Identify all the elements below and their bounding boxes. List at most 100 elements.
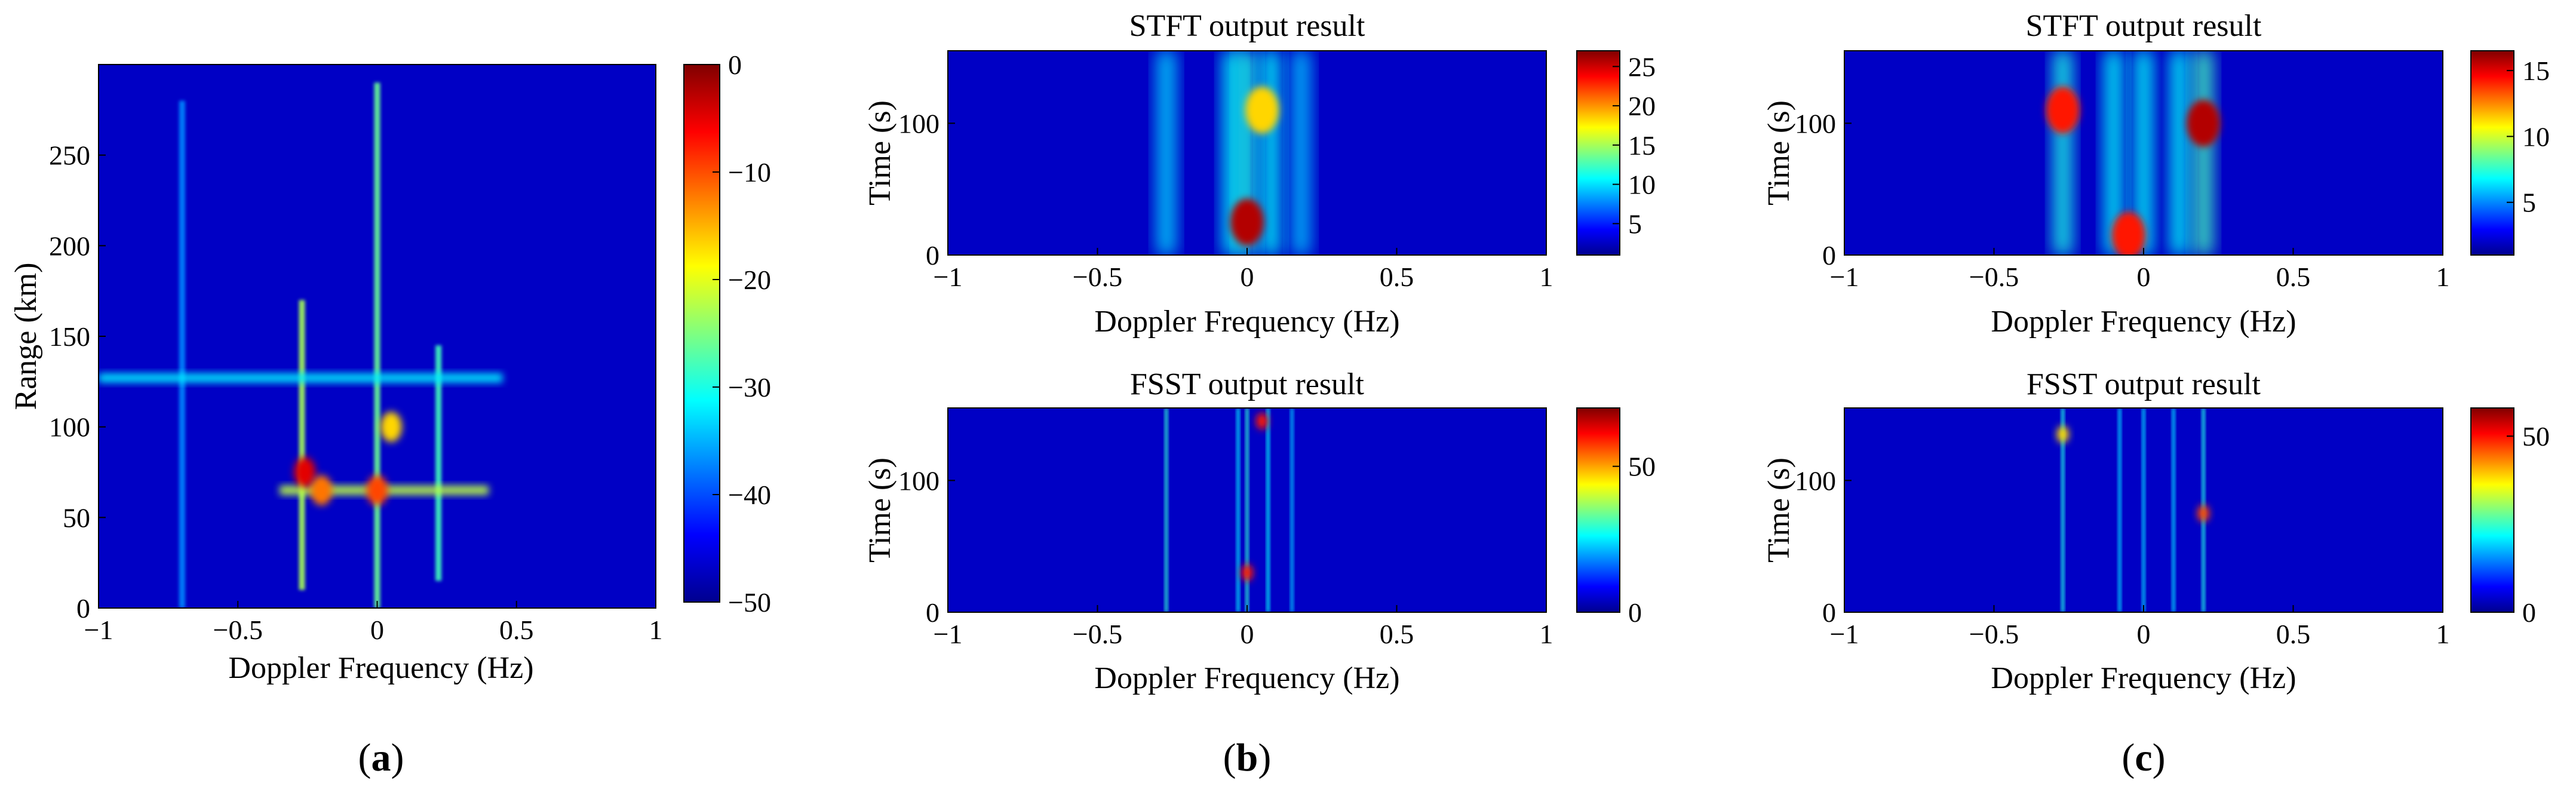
colorbar-frame [1576,50,1620,256]
heatmap-ridge-vertical [2053,51,2072,255]
heatmap-hotspot [294,457,316,487]
heatmap-hotspot [311,475,333,506]
colorbar-gradient [684,65,720,602]
panel-letter: a [371,736,391,779]
heatmap-content [2056,408,2210,612]
y-tick-label: 200 [49,231,90,261]
x-tick-label: 1 [1540,619,1553,649]
x-tick-label: 1 [2436,262,2450,292]
heatmap-hotspot [1256,413,1269,430]
chart-title: STFT output result [1129,9,1365,43]
heatmap-ridge-vertical [2172,408,2175,612]
heatmap-content [2046,51,2221,255]
chart-title: FSST output result [2027,367,2261,401]
heatmap-hotspot [2111,211,2145,255]
x-tick-label: −0.5 [1969,262,2019,292]
x-axis-label: Doppler Frequency (Hz) [228,651,533,685]
colorbar-frame [2470,407,2514,613]
heatmap-content [1165,408,1294,612]
y-tick-label: 100 [1795,108,1836,139]
colorbar-gradient [1577,408,1620,612]
colorbar-tick-label: −50 [728,587,771,618]
heatmap-ridge-vertical [1165,408,1168,612]
x-tick-label: 0 [1241,619,1254,649]
x-tick-label: 1 [649,615,663,645]
x-tick-label: −1 [1830,619,1859,649]
y-axis-label: Range (km) [9,263,43,410]
y-tick-label: 250 [49,140,90,171]
panel-letter: c [2135,736,2152,779]
colorbar-tick-label: −40 [728,480,771,510]
panel-letter: b [1236,736,1258,779]
heatmap-ridge-vertical [179,100,185,608]
heatmap-ridge-horizontal [99,373,503,383]
x-tick-label: −1 [934,619,963,649]
y-tick-label: 0 [926,597,939,628]
heatmap-ridge-vertical [1290,408,1294,612]
x-tick-label: −1 [934,262,963,292]
x-tick-label: 0 [2137,619,2151,649]
heatmap-ridge-vertical [1262,51,1281,255]
y-tick-label: 50 [63,502,90,533]
x-axis-label: Doppler Frequency (Hz) [1094,305,1399,339]
y-tick-label: 100 [898,108,939,139]
heatmap-content [99,82,503,608]
x-tick-label: 0.5 [1380,262,1414,292]
heatmap-ridge-vertical [1236,408,1240,612]
panel-label: (c) [2121,736,2165,779]
panel-label: (b) [1223,736,1272,779]
y-tick-label: 150 [49,321,90,352]
colorbar-tick-label: 25 [1628,51,1656,82]
x-tick-label: 0 [370,615,384,645]
colorbar-tick-label: −30 [728,372,771,403]
colorbar-tick-label: 0 [2522,597,2536,628]
x-tick-label: −0.5 [1073,619,1122,649]
colorbar-tick-label: 0 [1628,597,1642,628]
colorbar-tick-label: 5 [1628,208,1642,239]
colorbar-tick-label: −20 [728,265,771,295]
heatmap-hotspot [2197,505,2210,522]
panel-label: (a) [358,736,404,779]
x-tick-label: 0.5 [499,615,534,645]
heatmap-hotspot [366,475,388,506]
y-axis-label: Time (s) [1762,458,1796,563]
colorbar-tick-label: 15 [2522,56,2550,86]
y-tick-label: 0 [76,593,90,624]
colorbar-tick-label: 10 [1628,170,1656,200]
x-axis-label: Doppler Frequency (Hz) [1991,661,2296,695]
chart-panel-b-bottom: −1 −0.5 0 0.5 1 0 100 Doppler Frequency (Hz) Tim… [863,367,1656,779]
heatmap-ridge-vertical [2061,408,2065,612]
x-tick-label: 0.5 [2276,619,2311,649]
y-tick-label: 100 [898,465,939,496]
heatmap-hotspot [2056,426,2069,443]
colorbar-tick-label: 50 [1628,452,1656,482]
heatmap-ridge-vertical [1266,408,1270,612]
heatmap-content [1157,51,1310,255]
chart-title: FSST output result [1130,367,1365,401]
x-tick-label: 0.5 [2276,262,2311,292]
heatmap-ridge-vertical [1157,51,1175,255]
heatmap-ridge-vertical [2118,408,2121,612]
x-tick-label: 1 [1540,262,1553,292]
heatmap-ridge-vertical [2194,51,2213,255]
heatmap-hotspot [380,412,402,442]
heatmap-ridge-vertical [299,300,305,590]
colorbar-tick-label: −10 [728,157,771,188]
colorbar-gradient [2471,51,2514,255]
y-axis-label: Time (s) [863,100,897,205]
x-tick-label: −0.5 [213,615,263,645]
y-tick-label: 0 [1822,240,1836,271]
x-axis-label: Doppler Frequency (Hz) [1094,661,1399,695]
colorbar-tick-label: 0 [728,50,742,80]
y-tick-label: 100 [1795,465,1836,496]
x-tick-label: 0 [2137,262,2151,292]
y-tick-label: 0 [1822,597,1836,628]
x-tick-label: 0.5 [1380,619,1414,649]
x-tick-label: −0.5 [1969,619,2019,649]
colorbar-gradient [1577,51,1620,255]
heatmap-hotspot [2046,87,2080,134]
colorbar-frame [1576,407,1620,613]
heatmap-ridge-vertical [1245,408,1249,612]
